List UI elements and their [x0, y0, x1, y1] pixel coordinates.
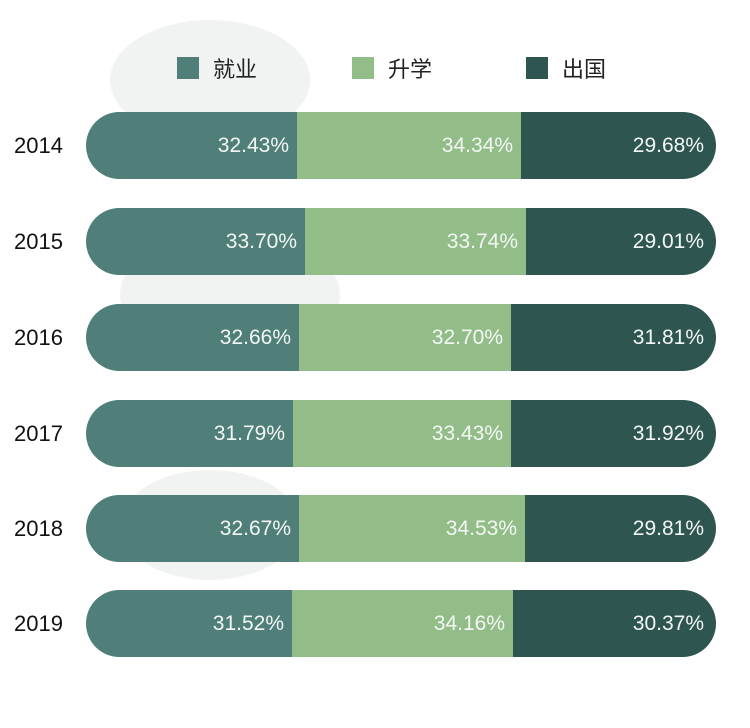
segment-abroad: 31.92% — [511, 400, 716, 467]
segment-employment: 31.79% — [86, 400, 293, 467]
year-label: 2017 — [14, 421, 63, 446]
segment-further-study: 34.34% — [297, 112, 521, 179]
chart-legend: 就业 升学 出国 — [0, 52, 750, 84]
segment-abroad: 29.01% — [526, 208, 716, 275]
legend-label: 就业 — [213, 58, 258, 83]
legend-swatch-further-study — [352, 57, 374, 79]
segment-abroad: 29.81% — [525, 495, 716, 562]
segment-abroad: 31.81% — [511, 304, 716, 371]
stacked-bar: 32.43% 34.34% 29.68% — [86, 112, 716, 179]
chart-row-2017: 2017 31.79% 33.43% 31.92% — [0, 400, 750, 467]
stacked-bar: 32.67% 34.53% 29.81% — [86, 495, 716, 562]
legend-swatch-abroad — [526, 57, 548, 79]
legend-item-abroad: 出国 — [526, 52, 606, 84]
year-label: 2018 — [14, 516, 63, 541]
segment-employment: 33.70% — [86, 208, 305, 275]
chart-row-2014: 2014 32.43% 34.34% 29.68% — [0, 112, 750, 179]
year-label: 2016 — [14, 325, 63, 350]
segment-employment: 32.43% — [86, 112, 297, 179]
segment-abroad: 30.37% — [513, 590, 716, 657]
year-label: 2015 — [14, 229, 63, 254]
stacked-bar: 32.66% 32.70% 31.81% — [86, 304, 716, 371]
segment-abroad: 29.68% — [521, 112, 716, 179]
legend-swatch-employment — [177, 57, 199, 79]
segment-employment: 31.52% — [86, 590, 292, 657]
chart-row-2016: 2016 32.66% 32.70% 31.81% — [0, 304, 750, 371]
segment-employment: 32.67% — [86, 495, 299, 562]
chart-row-2015: 2015 33.70% 33.74% 29.01% — [0, 208, 750, 275]
segment-further-study: 33.43% — [293, 400, 511, 467]
stacked-bar: 31.52% 34.16% 30.37% — [86, 590, 716, 657]
chart-row-2019: 2019 31.52% 34.16% 30.37% — [0, 590, 750, 657]
stacked-bar: 33.70% 33.74% 29.01% — [86, 208, 716, 275]
segment-further-study: 34.16% — [292, 590, 513, 657]
year-label: 2014 — [14, 133, 63, 158]
segment-further-study: 33.74% — [305, 208, 526, 275]
legend-item-employment: 就业 — [177, 52, 257, 84]
legend-label: 出国 — [562, 58, 607, 83]
segment-employment: 32.66% — [86, 304, 299, 371]
segment-further-study: 34.53% — [299, 495, 525, 562]
chart-row-2018: 2018 32.67% 34.53% 29.81% — [0, 495, 750, 562]
segment-further-study: 32.70% — [299, 304, 511, 371]
stacked-bar: 31.79% 33.43% 31.92% — [86, 400, 716, 467]
legend-item-further-study: 升学 — [352, 52, 432, 84]
legend-label: 升学 — [388, 58, 433, 83]
year-label: 2019 — [14, 611, 63, 636]
